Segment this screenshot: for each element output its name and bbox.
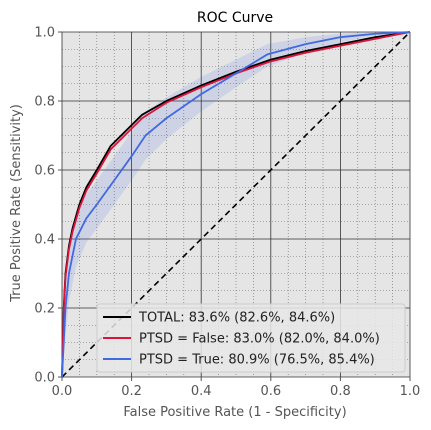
- legend-label-0: TOTAL: 83.6% (82.6%, 84.6%): [138, 311, 335, 326]
- x-tick-label: 0.6: [260, 384, 281, 399]
- x-tick-label: 0.8: [330, 384, 351, 399]
- x-axis-label: False Positive Rate (1 - Specificity): [123, 405, 346, 420]
- series-line-2: [61, 31, 411, 378]
- y-tick-label: 0.8: [34, 95, 55, 110]
- y-tick-label: 0.2: [34, 302, 55, 317]
- x-axis-ticks: 0.0 0.2 0.4 0.6 0.8 1.0: [52, 377, 421, 399]
- y-tick-label: 0.4: [34, 233, 55, 248]
- y-axis-label: True Positive Rate (Sensitivity): [9, 104, 24, 303]
- ci-band-series-2: [62, 32, 410, 377]
- legend-box: [96, 303, 406, 373]
- series-lines: [61, 31, 411, 378]
- y-axis-ticks: 0.0 0.2 0.4 0.6 0.8 1.0: [34, 26, 62, 386]
- legend: TOTAL: 83.6% (82.6%, 84.6%) PTSD = False:…: [96, 303, 406, 373]
- legend-label-2: PTSD = True: 80.9% (76.5%, 85.4%): [139, 353, 375, 368]
- y-tick-label: 0.0: [34, 371, 55, 386]
- chart-title: ROC Curve: [197, 10, 273, 26]
- series-line-1: [61, 31, 411, 378]
- legend-label-1: PTSD = False: 83.0% (82.0%, 84.0%): [139, 332, 380, 347]
- x-tick-label: 0.4: [191, 384, 212, 399]
- confidence-bands: [62, 32, 410, 377]
- x-tick-label: 0.2: [121, 384, 142, 399]
- x-tick-label: 0.0: [52, 384, 73, 399]
- x-tick-label: 1.0: [400, 384, 421, 399]
- y-tick-label: 0.6: [34, 164, 55, 179]
- y-tick-label: 1.0: [34, 26, 55, 41]
